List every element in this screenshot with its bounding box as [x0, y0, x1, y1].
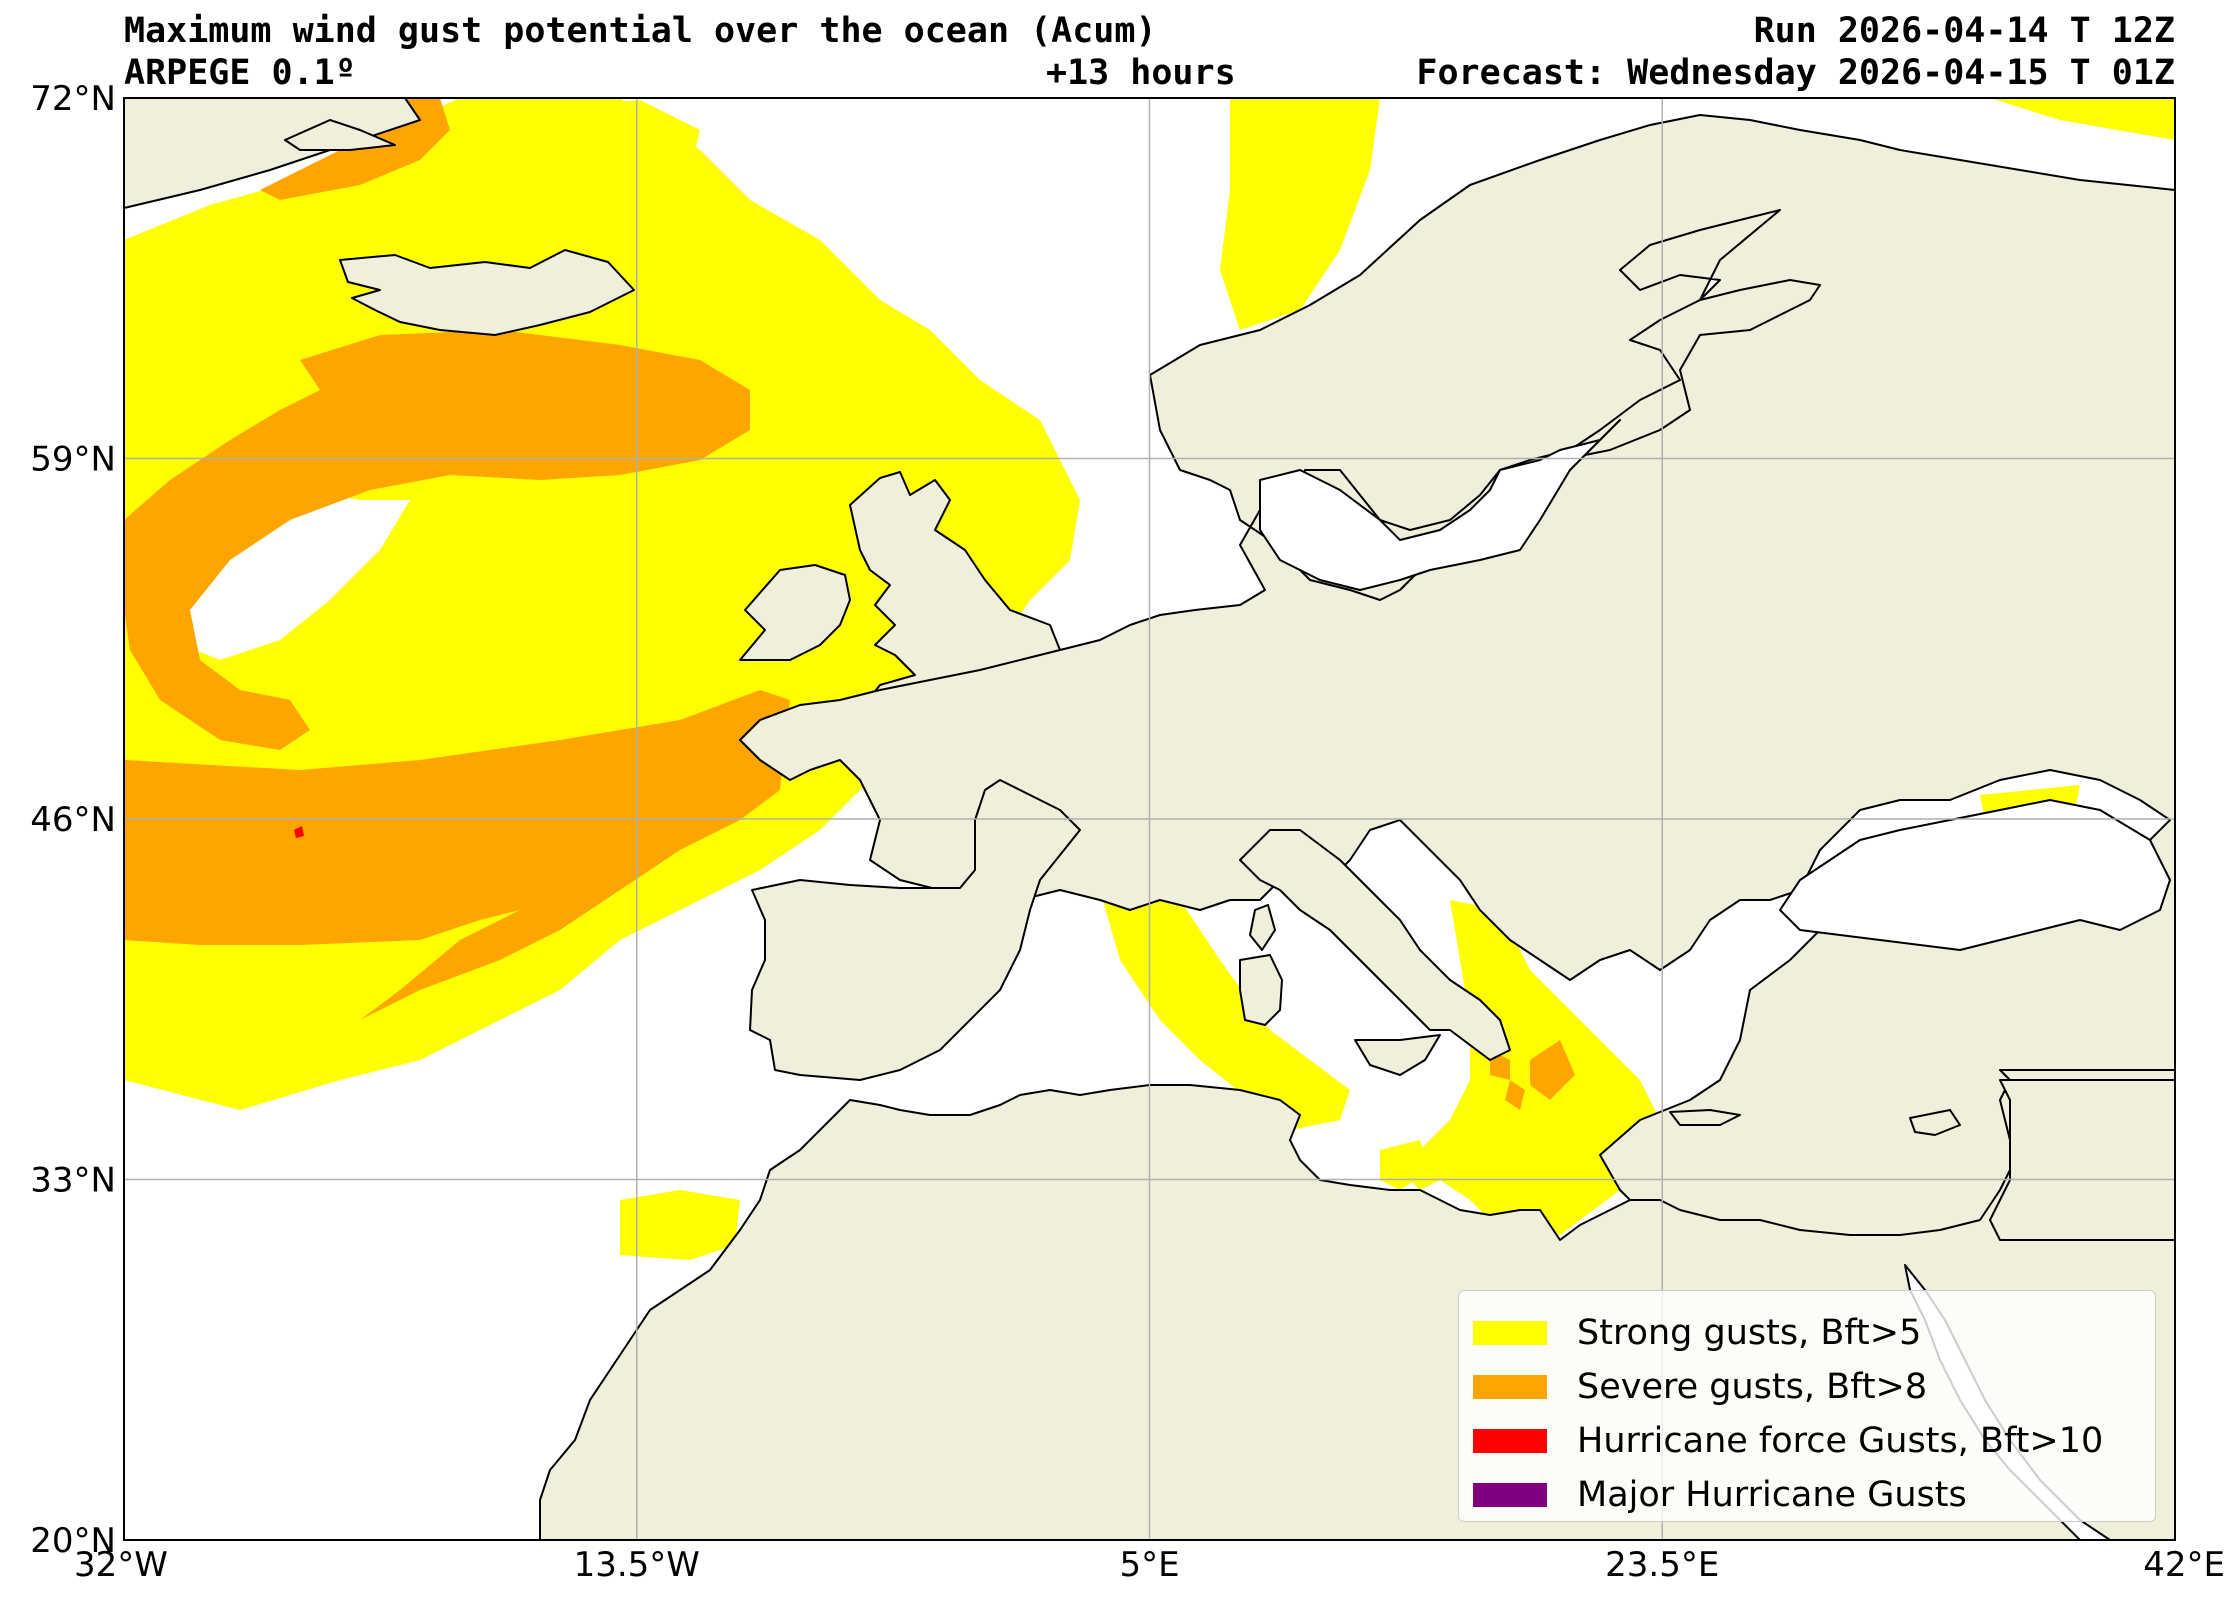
x-tick-label: 13.5°W	[574, 1545, 700, 1585]
legend-label: Major Hurricane Gusts	[1577, 1475, 1967, 1515]
legend: Strong gusts, Bft>5 Severe gusts, Bft>8 …	[1458, 1290, 2156, 1522]
map-title: Maximum wind gust potential over the oce…	[124, 11, 1157, 51]
map-frame	[123, 97, 2176, 1541]
y-tick-label: 33°N	[30, 1161, 116, 1201]
iceland	[339, 249, 635, 336]
forecast-time: Forecast: Wednesday 2026-04-15 T 01Z	[1416, 53, 2175, 93]
iberia	[749, 779, 1081, 1081]
y-tick-labels: 20°N 33°N 46°N 59°N 72°N	[30, 79, 116, 1561]
run-time: Run 2026-04-14 T 12Z	[1753, 11, 2175, 51]
legend-swatch-strong	[1473, 1321, 1547, 1345]
legend-label: Hurricane force Gusts, Bft>10	[1577, 1421, 2104, 1461]
legend-label: Severe gusts, Bft>8	[1577, 1367, 1928, 1407]
legend-label: Strong gusts, Bft>5	[1577, 1313, 1922, 1353]
legend-item: Hurricane force Gusts, Bft>10	[1473, 1421, 2103, 1461]
x-tick-labels: 32°W 13.5°W 5°E 23.5°E 42°E	[74, 1545, 2225, 1585]
levant	[1989, 1079, 2175, 1241]
svalbard	[284, 119, 396, 151]
legend-item: Severe gusts, Bft>8	[1473, 1367, 1927, 1407]
cyprus	[1909, 1109, 1961, 1136]
model-name: ARPEGE 0.1º	[124, 53, 356, 93]
baltic-sea	[1259, 419, 1621, 591]
y-tick-label: 20°N	[30, 1521, 116, 1561]
x-tick-label: 23.5°E	[1605, 1545, 1719, 1585]
sicily	[1354, 1034, 1441, 1076]
x-tick-label: 42°E	[2143, 1545, 2225, 1585]
y-tick-label: 46°N	[30, 800, 116, 840]
lead-time: +13 hours	[1046, 53, 1236, 93]
black-sea	[1779, 799, 2171, 951]
y-tick-label: 72°N	[30, 79, 116, 119]
legend-item: Strong gusts, Bft>5	[1473, 1313, 1921, 1353]
ireland	[739, 564, 851, 661]
legend-swatch-severe	[1473, 1375, 1547, 1399]
crete	[1669, 1109, 1741, 1126]
x-tick-label: 32°W	[74, 1545, 168, 1585]
y-tick-label: 59°N	[30, 440, 116, 480]
italy	[1239, 829, 1511, 1061]
x-tick-label: 5°E	[1119, 1545, 1179, 1585]
legend-swatch-hurricane	[1473, 1429, 1547, 1453]
sardinia	[1239, 954, 1283, 1026]
hurricane-gusts-area	[294, 826, 304, 838]
legend-item: Major Hurricane Gusts	[1473, 1475, 1967, 1515]
legend-swatch-major-hurricane	[1473, 1483, 1547, 1507]
corsica	[1249, 904, 1276, 951]
